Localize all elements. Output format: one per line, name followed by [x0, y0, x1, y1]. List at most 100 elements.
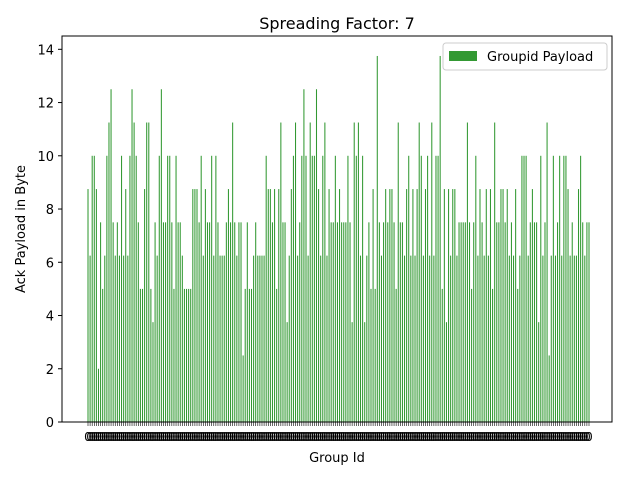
bar — [259, 255, 261, 422]
x-tick-label: 0 — [101, 430, 109, 444]
bar — [173, 288, 175, 422]
bar — [404, 255, 406, 422]
x-tick-label: 0 — [518, 430, 526, 444]
x-tick-label: 0 — [306, 430, 314, 444]
x-tick-label: 0 — [409, 430, 417, 444]
x-tick-label: 0 — [480, 430, 488, 444]
bar — [357, 122, 359, 423]
bar — [458, 222, 460, 422]
x-tick-label: 0 — [338, 430, 346, 444]
x-tick-label: 0 — [302, 430, 310, 444]
x-tick-label: 0 — [378, 430, 386, 444]
bar — [519, 255, 521, 422]
x-tick-label: 0 — [365, 430, 373, 444]
x-tick-label: 0 — [124, 430, 132, 444]
bar — [114, 255, 116, 422]
x-tick-label: 0 — [210, 430, 218, 444]
x-tick-label: 0 — [128, 430, 136, 444]
bar — [146, 122, 148, 423]
bar — [232, 122, 234, 423]
bar — [106, 155, 108, 423]
x-tick-label: 0 — [399, 430, 407, 444]
bar — [305, 155, 307, 423]
x-tick-label: 0 — [170, 430, 178, 444]
bar — [87, 189, 89, 422]
x-tick-label: 0 — [407, 430, 415, 444]
x-tick-label: 0 — [285, 430, 293, 444]
x-tick-label: 0 — [355, 430, 363, 444]
x-tick-label: 0 — [206, 430, 214, 444]
bar — [211, 155, 213, 423]
x-tick-label: 0 — [248, 430, 256, 444]
bar — [295, 122, 297, 423]
bar — [150, 288, 152, 422]
bar — [443, 189, 445, 422]
x-tick-label: 0 — [273, 430, 281, 444]
x-tick-label: 0 — [529, 430, 537, 444]
bar — [152, 322, 154, 422]
x-tick-label: 0 — [183, 430, 191, 444]
y-tick-label: 8 — [46, 203, 54, 218]
x-tick-label: 0 — [229, 430, 237, 444]
bar — [219, 255, 221, 422]
bar — [362, 155, 364, 423]
legend-swatch — [449, 51, 477, 61]
bar — [571, 222, 573, 422]
x-tick-label: 0 — [151, 430, 159, 444]
x-tick-label: 0 — [290, 430, 298, 444]
bar — [307, 255, 309, 422]
bar — [110, 89, 112, 423]
x-tick-label: 0 — [120, 430, 128, 444]
x-tick-label: 0 — [281, 430, 289, 444]
bar — [341, 222, 343, 422]
bar — [353, 122, 355, 423]
x-tick-label: 0 — [447, 430, 455, 444]
bar — [433, 255, 435, 422]
bar — [494, 122, 496, 423]
x-tick-label: 0 — [352, 430, 360, 444]
x-tick-label: 0 — [84, 430, 92, 444]
x-tick-label: 0 — [292, 430, 300, 444]
bar — [311, 155, 313, 423]
bar — [158, 155, 160, 423]
x-tick-label: 0 — [166, 430, 174, 444]
x-tick-label: 0 — [264, 430, 272, 444]
bar — [196, 189, 198, 422]
x-tick-label: 0 — [585, 430, 593, 444]
x-tick-label: 0 — [485, 430, 493, 444]
bar — [133, 122, 135, 423]
bar — [414, 255, 416, 422]
bar — [271, 222, 273, 422]
bar — [236, 255, 238, 422]
bar — [318, 189, 320, 422]
bar — [313, 155, 315, 423]
x-tick-label: 0 — [571, 430, 579, 444]
x-tick-label: 0 — [367, 430, 375, 444]
x-tick-label: 0 — [269, 430, 277, 444]
bar — [169, 155, 171, 423]
x-tick-label: 0 — [342, 430, 350, 444]
x-tick-label: 0 — [443, 430, 451, 444]
bar — [116, 222, 118, 422]
bar — [89, 255, 91, 422]
bar — [540, 155, 542, 423]
x-tick-label: 0 — [568, 430, 576, 444]
bar — [202, 255, 204, 422]
x-tick-label: 0 — [334, 430, 342, 444]
x-tick-label: 0 — [237, 430, 245, 444]
x-tick-label: 0 — [371, 430, 379, 444]
x-tick-label: 0 — [468, 430, 476, 444]
x-tick-label: 0 — [308, 430, 316, 444]
bar — [450, 255, 452, 422]
x-tick-label: 0 — [107, 430, 115, 444]
bar — [487, 255, 489, 422]
bar — [223, 255, 225, 422]
bar — [165, 222, 167, 422]
bar — [496, 222, 498, 422]
x-tick-label: 0 — [111, 430, 119, 444]
x-tick-label: 0 — [246, 430, 254, 444]
x-tick-label: 0 — [489, 430, 497, 444]
x-tick-label: 0 — [403, 430, 411, 444]
x-tick-label: 0 — [363, 430, 371, 444]
